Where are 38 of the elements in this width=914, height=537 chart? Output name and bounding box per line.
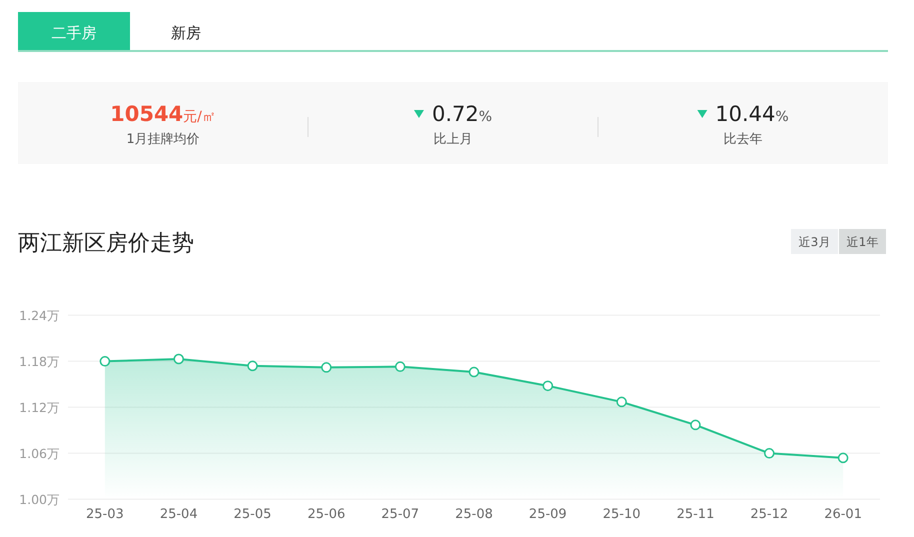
point xyxy=(616,396,627,408)
x-tick-label: 25-06 xyxy=(307,507,346,522)
x-tick-label: 25-08 xyxy=(455,507,493,522)
text: 1月挂牌均价 xyxy=(126,132,200,147)
point xyxy=(247,360,258,372)
text: 比上月 xyxy=(434,132,472,147)
x-tick-label: 25-04 xyxy=(160,507,198,522)
point xyxy=(100,356,110,367)
x-tick-label: 25-10 xyxy=(602,507,641,522)
point xyxy=(764,448,775,459)
text: 近1年 xyxy=(846,235,878,249)
text: 近3月 xyxy=(798,235,830,249)
text: 比去年 xyxy=(724,132,762,147)
x-tick-label: 25-07 xyxy=(381,507,420,522)
text: 二手房 xyxy=(52,24,96,42)
x-tick-label: 26-01 xyxy=(824,507,862,522)
point xyxy=(173,354,184,364)
y-tick-label: 1.06万 xyxy=(19,446,60,461)
point xyxy=(542,380,554,392)
x-tick-label: 25-12 xyxy=(750,507,788,522)
y-tick-label: 1.00万 xyxy=(19,492,60,507)
text: 10.44% xyxy=(715,102,789,126)
x-tick-label: 25-09 xyxy=(528,507,567,522)
text: 0.72% xyxy=(432,102,492,126)
x-tick-label: 25-11 xyxy=(676,507,714,522)
chart-title: 两江新区房价走势 xyxy=(18,231,194,256)
point xyxy=(394,361,406,372)
point xyxy=(838,452,848,464)
x-tick-label: 25-03 xyxy=(86,507,124,522)
point xyxy=(468,366,480,378)
y-tick-label: 1.18万 xyxy=(19,354,60,369)
y-tick-label: 1.12万 xyxy=(19,400,60,415)
x-tick-label: 25-05 xyxy=(234,507,272,522)
point xyxy=(321,362,332,373)
y-tick-label: 1.24万 xyxy=(19,308,60,323)
text: 10544元/㎡ xyxy=(110,102,216,126)
text: 新房 xyxy=(171,24,201,42)
point xyxy=(690,420,701,430)
